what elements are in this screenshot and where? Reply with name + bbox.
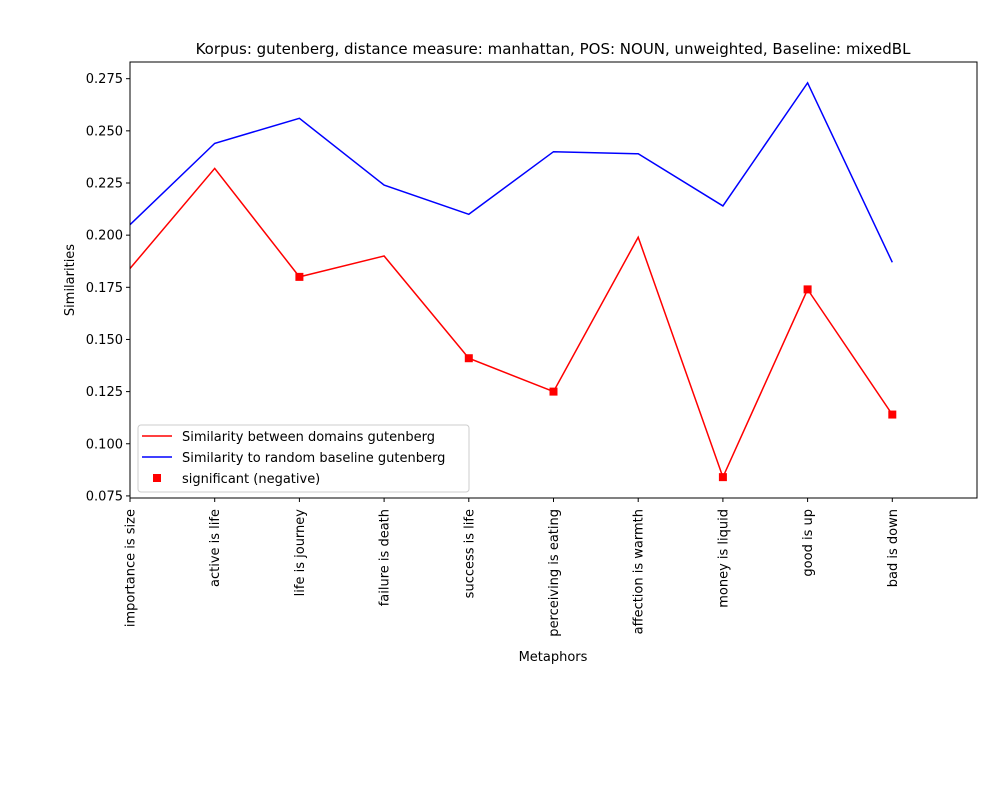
legend-box (137, 424, 470, 493)
series-line (129, 81, 893, 263)
x-tick-label: perceiving is eating (547, 509, 562, 637)
x-axis-label: Metaphors (519, 650, 588, 665)
y-tick-label: 0.200 (86, 229, 123, 244)
legend-label-between-domains: Similarity between domains gutenberg (182, 430, 435, 445)
y-tick-label: 0.275 (86, 72, 123, 87)
x-tick-label: good is up (801, 509, 816, 577)
x-tick-label: failure is death (378, 509, 393, 606)
x-tick-label: money is liquid (716, 509, 731, 608)
significant-marker (803, 285, 812, 294)
y-tick-label: 0.250 (86, 124, 123, 139)
y-tick-label: 0.075 (86, 489, 123, 504)
x-tick-label: success is life (462, 509, 477, 598)
y-tick-label: 0.150 (86, 333, 123, 348)
y-axis-label: Similarities (63, 244, 78, 316)
x-tick-label: importance is size (124, 509, 139, 627)
significant-marker (295, 272, 304, 281)
x-tick-label: life is journey (293, 509, 308, 597)
significant-marker (718, 473, 727, 482)
significant-marker (464, 354, 473, 363)
plot-frame (129, 61, 978, 499)
significant-marker (549, 387, 558, 396)
significant-marker (888, 410, 897, 419)
legend-marker-significant (153, 474, 161, 482)
plot-area: 0.075 0.100 0.125 0.150 0.175 0.200 0.225 0.250… (86, 72, 901, 636)
chart-title: Korpus: gutenberg, distance measure: man… (196, 40, 912, 58)
y-tick-label: 0.225 (86, 176, 123, 191)
legend-label-significant: significant (negative) (182, 472, 320, 487)
y-tick-label: 0.125 (86, 385, 123, 400)
x-tick-label: active is life (208, 509, 223, 587)
series-line (129, 167, 893, 480)
y-tick-label: 0.100 (86, 437, 123, 452)
x-tick-label: affection is warmth (632, 509, 647, 634)
legend-label-random-baseline: Similarity to random baseline gutenberg (182, 451, 445, 466)
legend: Similarity between domains gutenberg Sim… (137, 424, 470, 493)
y-tick-label: 0.175 (86, 281, 123, 296)
x-tick-label: bad is down (886, 509, 901, 587)
